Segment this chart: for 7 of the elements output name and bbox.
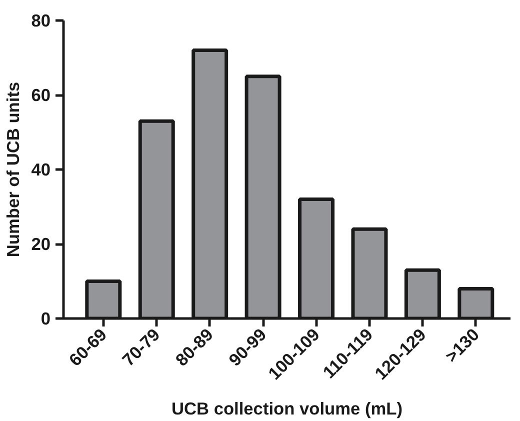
x-axis-title: UCB collection volume (mL) — [171, 398, 403, 419]
y-tick-label: 20 — [31, 234, 51, 254]
y-axis-title: Number of UCB units — [3, 82, 24, 258]
y-tick-label: 60 — [31, 85, 51, 105]
y-tick-label: 80 — [31, 10, 51, 30]
y-tick-label: 0 — [40, 308, 51, 328]
y-tick-label: 40 — [31, 160, 51, 180]
